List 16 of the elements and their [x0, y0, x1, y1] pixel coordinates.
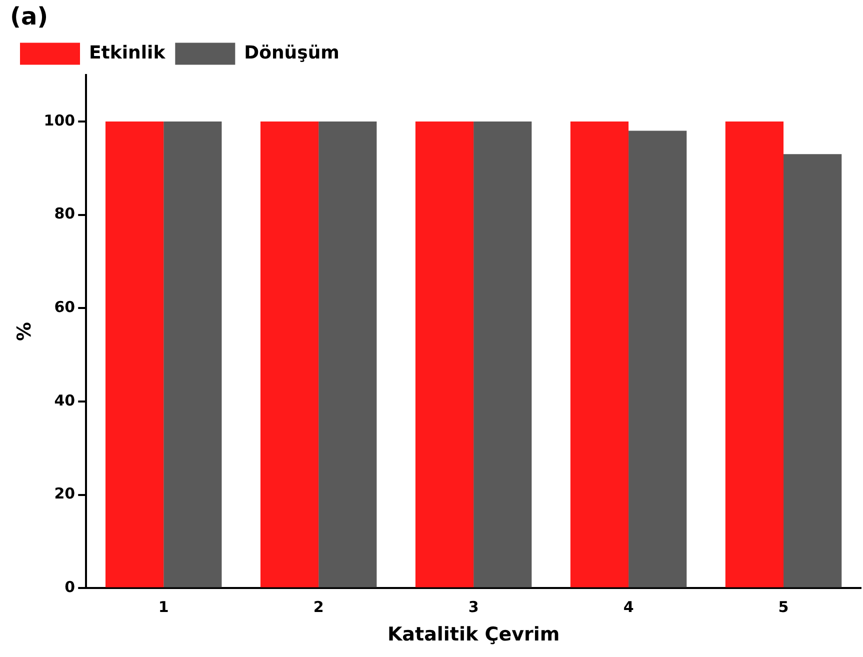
- y-tick-label: 0: [64, 578, 76, 596]
- legend-label: Etkinlik: [89, 42, 166, 64]
- chart-title: (a): [10, 2, 48, 31]
- x-tick-label: 1: [158, 598, 169, 616]
- x-tick-label: 4: [623, 598, 634, 616]
- x-tick-label: 2: [313, 598, 324, 616]
- y-tick-label: 40: [54, 391, 76, 410]
- x-tick-label: 5: [778, 598, 789, 616]
- y-tick-label: 60: [54, 298, 76, 316]
- y-tick-label: 100: [44, 111, 76, 130]
- y-tick-label: 80: [54, 204, 76, 223]
- x-axis-title: Katalitik Çevrim: [387, 624, 560, 646]
- legend-label: Dönüşüm: [244, 42, 340, 64]
- x-tick-label: 3: [468, 598, 479, 616]
- y-axis-title: %: [13, 322, 36, 342]
- y-tick-label: 20: [54, 484, 76, 503]
